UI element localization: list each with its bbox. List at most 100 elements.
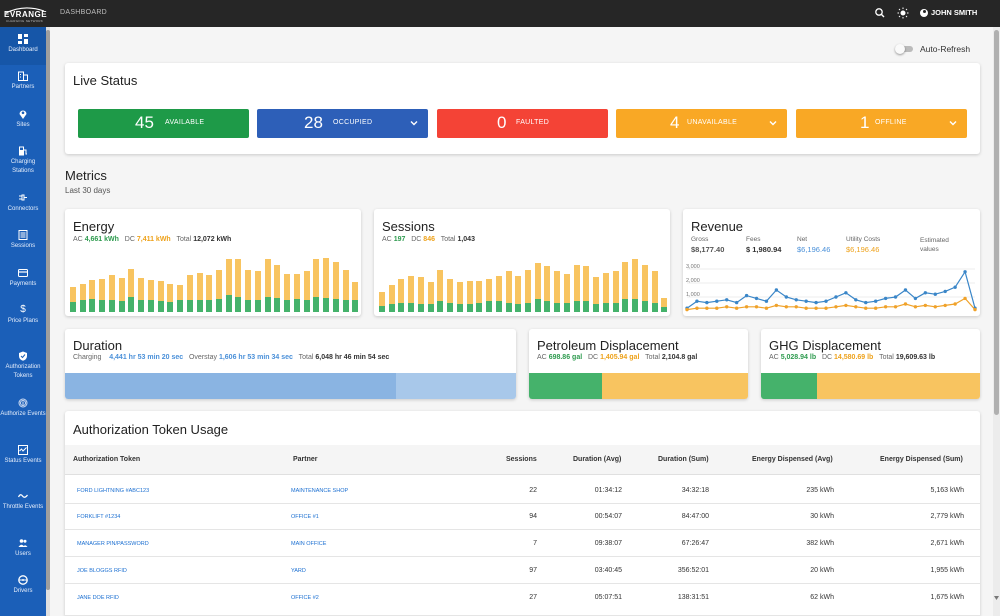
data-point[interactable] [844,291,848,295]
sidebar-item-status-events[interactable]: Status Events [0,445,46,466]
chart-bar[interactable] [99,278,106,312]
data-point[interactable] [973,307,977,312]
data-point[interactable] [953,302,957,306]
chart-bar[interactable] [505,271,512,312]
table-row[interactable]: FORD LIGHTNING #ABC123 MAINTENANCE SHOP 22… [65,477,980,504]
chart-bar[interactable] [274,264,281,312]
chart-bar[interactable] [379,291,385,312]
data-point[interactable] [913,305,918,309]
chart-bar[interactable] [264,258,271,312]
chart-bar[interactable] [196,272,203,312]
chevron-down-icon[interactable] [949,119,957,127]
status-unavailable[interactable]: 4 UNAVAILABLE [616,109,787,138]
data-point[interactable] [744,305,749,309]
table-row[interactable]: FORKLIFT #1234 OFFICE #1 94 00:54:07 84:47:0… [65,503,980,530]
partner-link[interactable]: MAINTENANCE SHOP [291,488,349,494]
chart-bar[interactable] [108,275,115,312]
chart-bar[interactable] [225,258,232,312]
col-duration-sum[interactable]: Duration (Sum) [658,456,709,463]
data-point[interactable] [963,270,967,274]
data-point[interactable] [725,298,729,302]
data-point[interactable] [883,305,888,309]
data-point[interactable] [834,295,838,299]
auto-refresh-toggle[interactable] [895,44,915,54]
chart-bar[interactable] [417,277,424,312]
sidebar-item-throttle-events[interactable]: Throttle Events [0,491,46,512]
brightness-icon[interactable] [897,7,909,19]
chevron-down-icon[interactable] [769,119,777,127]
data-point[interactable] [804,299,808,303]
chart-bar[interactable] [89,280,96,312]
chart-bar[interactable] [342,269,349,312]
chart-bar[interactable] [408,275,415,312]
logo[interactable]: EVRANGE CHARGING NETWORK [4,6,47,23]
data-point[interactable] [953,285,957,289]
chart-bar[interactable] [352,282,359,312]
partner-link[interactable]: OFFICE #2 [291,595,319,601]
sidebar-item-dashboard[interactable]: Dashboard [0,27,46,65]
chart-bar[interactable] [332,262,339,312]
chart-bar[interactable] [534,263,541,312]
data-point[interactable] [943,303,947,308]
chart-bar[interactable] [157,281,164,312]
table-row[interactable]: MANAGER PIN/PASSWORD MAIN OFFICE 7 09:38:07… [65,530,980,557]
chart-bar[interactable] [313,258,320,312]
chart-bar[interactable] [293,273,300,312]
partner-link[interactable]: OFFICE #1 [291,514,319,520]
col-sessions[interactable]: Sessions [506,456,537,463]
chart-bar[interactable] [612,271,619,312]
data-point[interactable] [794,305,798,309]
partner-link[interactable]: MAIN OFFICE [291,541,327,547]
data-point[interactable] [864,306,868,310]
data-point[interactable] [754,305,759,309]
data-point[interactable] [903,288,908,292]
token-link[interactable]: JOE BLOGGS RFID [77,568,127,574]
chart-bar[interactable] [486,279,493,312]
chart-bar[interactable] [254,271,261,312]
sidebar-item-price-plans[interactable]: $ Price Plans [0,305,46,326]
data-point[interactable] [734,300,739,305]
chart-bar[interactable] [245,269,252,312]
chart-bar[interactable] [632,258,639,312]
sidebar-scrollbar-thumb[interactable] [46,30,50,590]
status-offline[interactable]: 1 OFFLINE [796,109,967,138]
data-point[interactable] [844,303,848,308]
data-point[interactable] [705,306,709,310]
data-point[interactable] [695,306,699,310]
bar-segment[interactable] [529,373,602,399]
data-point[interactable] [715,299,719,303]
data-point[interactable] [774,288,779,292]
token-link[interactable]: JANE DOE RFID [77,595,119,601]
data-point[interactable] [824,299,828,303]
data-point[interactable] [734,306,739,310]
col-energy-avg[interactable]: Energy Dispensed (Avg) [752,456,833,463]
chart-bar[interactable] [216,270,222,312]
chart-bar[interactable] [186,274,193,312]
sidebar-item-connectors[interactable]: Connectors [0,193,46,214]
chart-bar[interactable] [495,275,502,312]
sidebar-item-users[interactable]: Users [0,538,46,559]
bar-segment[interactable] [601,373,748,399]
data-point[interactable] [893,305,898,309]
data-point[interactable] [764,299,769,303]
user-menu[interactable]: JOHN SMITH [920,8,977,17]
data-point[interactable] [923,291,928,295]
data-point[interactable] [774,303,779,308]
data-point[interactable] [794,298,798,302]
table-row[interactable]: JOE BLOGGS RFID YARD 97 03:40:45 356:52:01 20… [65,557,980,584]
main-scrollbar-thumb[interactable] [994,30,999,415]
data-point[interactable] [923,303,928,308]
data-point[interactable] [873,306,878,310]
search-icon[interactable] [874,7,886,19]
data-point[interactable] [725,305,729,309]
sidebar-item-charging-stations[interactable]: Charging Stations [0,146,46,176]
data-point[interactable] [883,296,888,301]
chart-bar[interactable] [447,279,454,312]
chart-bar[interactable] [398,279,405,312]
chart-bar[interactable] [118,277,125,312]
chart-bar[interactable] [147,280,154,312]
data-point[interactable] [764,306,769,310]
bar-segment[interactable] [761,373,818,399]
scroll-down-arrow-icon[interactable] [994,596,999,600]
data-point[interactable] [784,305,789,309]
